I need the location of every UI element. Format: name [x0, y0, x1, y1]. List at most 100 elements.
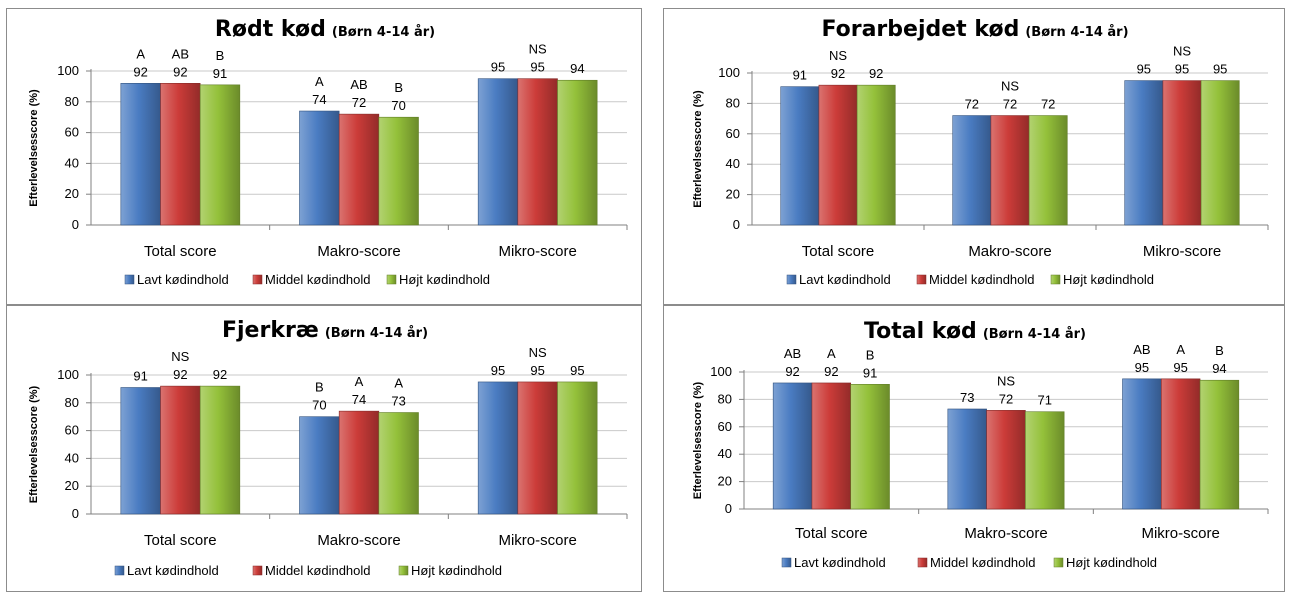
bar	[1160, 378, 1201, 510]
y-axis-label: Efterlevelsesscore (%)	[692, 381, 704, 499]
legend-swatch	[786, 274, 797, 285]
data-label: 95	[1135, 360, 1149, 375]
significance-label: AB	[350, 77, 367, 92]
y-tick-label: 100	[710, 364, 732, 379]
y-axis-label: Efterlevelsesscore (%)	[28, 385, 40, 503]
data-label: 92	[831, 66, 845, 81]
data-label: 91	[133, 369, 147, 384]
bar	[952, 115, 992, 226]
y-tick-label: 40	[726, 156, 740, 171]
legend-label: Lavt kødindhold	[794, 555, 886, 570]
y-tick-label: 40	[718, 446, 732, 461]
legend-label: Middel kødindhold	[265, 563, 371, 578]
bar	[338, 113, 380, 226]
data-label: 92	[173, 64, 187, 79]
legend-label: Højt kødindhold	[1066, 555, 1157, 570]
bar	[1025, 411, 1065, 510]
significance-label: NS	[1001, 79, 1019, 94]
bar	[856, 84, 896, 226]
data-label: 91	[793, 68, 807, 83]
significance-label: NS	[829, 48, 847, 63]
bar	[120, 387, 161, 515]
significance-label: NS	[171, 349, 189, 364]
bar	[517, 78, 558, 226]
significance-label: A	[1176, 342, 1185, 357]
legend-swatch	[1053, 557, 1064, 568]
legend-swatch	[1050, 274, 1061, 285]
bar	[1162, 80, 1202, 226]
category-label: Makro-score	[964, 525, 1047, 542]
y-tick-label: 40	[65, 155, 79, 170]
category-label: Total score	[144, 532, 217, 549]
y-tick-label: 0	[725, 501, 732, 516]
bar	[299, 110, 340, 226]
data-label: 74	[352, 392, 366, 407]
data-label: 92	[869, 66, 883, 81]
data-label: 74	[312, 92, 326, 107]
data-label: 95	[1173, 360, 1187, 375]
legend-swatch	[252, 274, 263, 285]
significance-label: A	[136, 46, 145, 61]
y-tick-label: 60	[65, 423, 79, 438]
category-label: Mikro-score	[498, 532, 576, 549]
legend-swatch	[114, 565, 125, 576]
chart-svg: Forarbejdet kød (Børn 4-14 år) 0 20 40 60 80 10…	[692, 17, 1269, 287]
bar	[477, 381, 519, 515]
category-label: Makro-score	[317, 532, 400, 549]
bar	[986, 410, 1026, 510]
chart-svg: Rødt kød (Børn 4-14 år) 0 20 40 60 80 100 Efterl…	[28, 17, 628, 287]
chart-panel-forarbejdet-koed: Forarbejdet kød (Børn 4-14 år) 0 20 40 60 80 10…	[663, 8, 1285, 305]
significance-label: NS	[529, 42, 547, 57]
y-tick-label: 80	[65, 94, 79, 109]
data-label: 91	[863, 365, 877, 380]
chart-title: Total kød (Børn 4-14 år)	[864, 319, 1086, 344]
data-label: 95	[491, 363, 505, 378]
significance-label: B	[394, 80, 403, 95]
bar	[477, 78, 519, 226]
data-label: 95	[530, 363, 544, 378]
bar	[990, 115, 1030, 226]
data-label: 73	[391, 394, 405, 409]
data-label: 95	[530, 60, 544, 75]
data-label: 92	[213, 367, 227, 382]
chart-panel-fjerkrae: Fjerkræ (Børn 4-14 år) 0 20 40 60 80 100 Efterle…	[6, 305, 642, 592]
y-tick-label: 20	[65, 186, 79, 201]
legend-swatch	[386, 274, 397, 285]
bar	[1028, 115, 1068, 226]
legend-label: Højt kødindhold	[1063, 272, 1154, 287]
chart-panel-total-koed: Total kød (Børn 4-14 år) 0 20 40 60 80 100 Efter…	[663, 305, 1285, 592]
y-tick-label: 20	[65, 478, 79, 493]
chart-svg: Total kød (Børn 4-14 år) 0 20 40 60 80 100 Efter…	[692, 319, 1269, 570]
bar	[160, 83, 201, 226]
chart-title-main: Total kød	[864, 319, 977, 344]
significance-label: B	[1215, 343, 1224, 358]
legend-label: Middel kødindhold	[929, 272, 1035, 287]
significance-label: NS	[529, 345, 547, 360]
chart-subtitle: (Børn 4-14 år)	[332, 25, 435, 40]
y-tick-label: 20	[726, 187, 740, 202]
legend-label: Middel kødindhold	[930, 555, 1036, 570]
legend-swatch	[398, 565, 409, 576]
chart-title-main: Rødt kød	[215, 17, 326, 42]
y-axis-label: Efterlevelsesscore (%)	[692, 90, 704, 208]
y-tick-label: 0	[733, 217, 740, 232]
chart-subtitle: (Børn 4-14 år)	[325, 326, 428, 341]
y-tick-label: 100	[57, 63, 79, 78]
data-label: 91	[213, 66, 227, 81]
significance-label: A	[394, 376, 403, 391]
category-label: Makro-score	[968, 243, 1051, 260]
category-label: Mikro-score	[498, 243, 576, 260]
bar	[517, 381, 558, 515]
significance-label: AB	[172, 46, 189, 61]
legend-swatch	[252, 565, 263, 576]
chart-title: Forarbejdet kød (Børn 4-14 år)	[821, 17, 1128, 42]
chart-panel-roedt-koed: Rødt kød (Børn 4-14 år) 0 20 40 60 80 100 Efterl…	[6, 8, 642, 305]
y-tick-label: 20	[718, 474, 732, 489]
y-tick-label: 80	[726, 95, 740, 110]
bar	[338, 410, 380, 515]
data-label: 72	[352, 95, 366, 110]
legend-label: Højt kødindhold	[411, 563, 502, 578]
bar	[120, 83, 161, 226]
bar	[557, 79, 598, 226]
y-tick-label: 100	[57, 367, 79, 382]
